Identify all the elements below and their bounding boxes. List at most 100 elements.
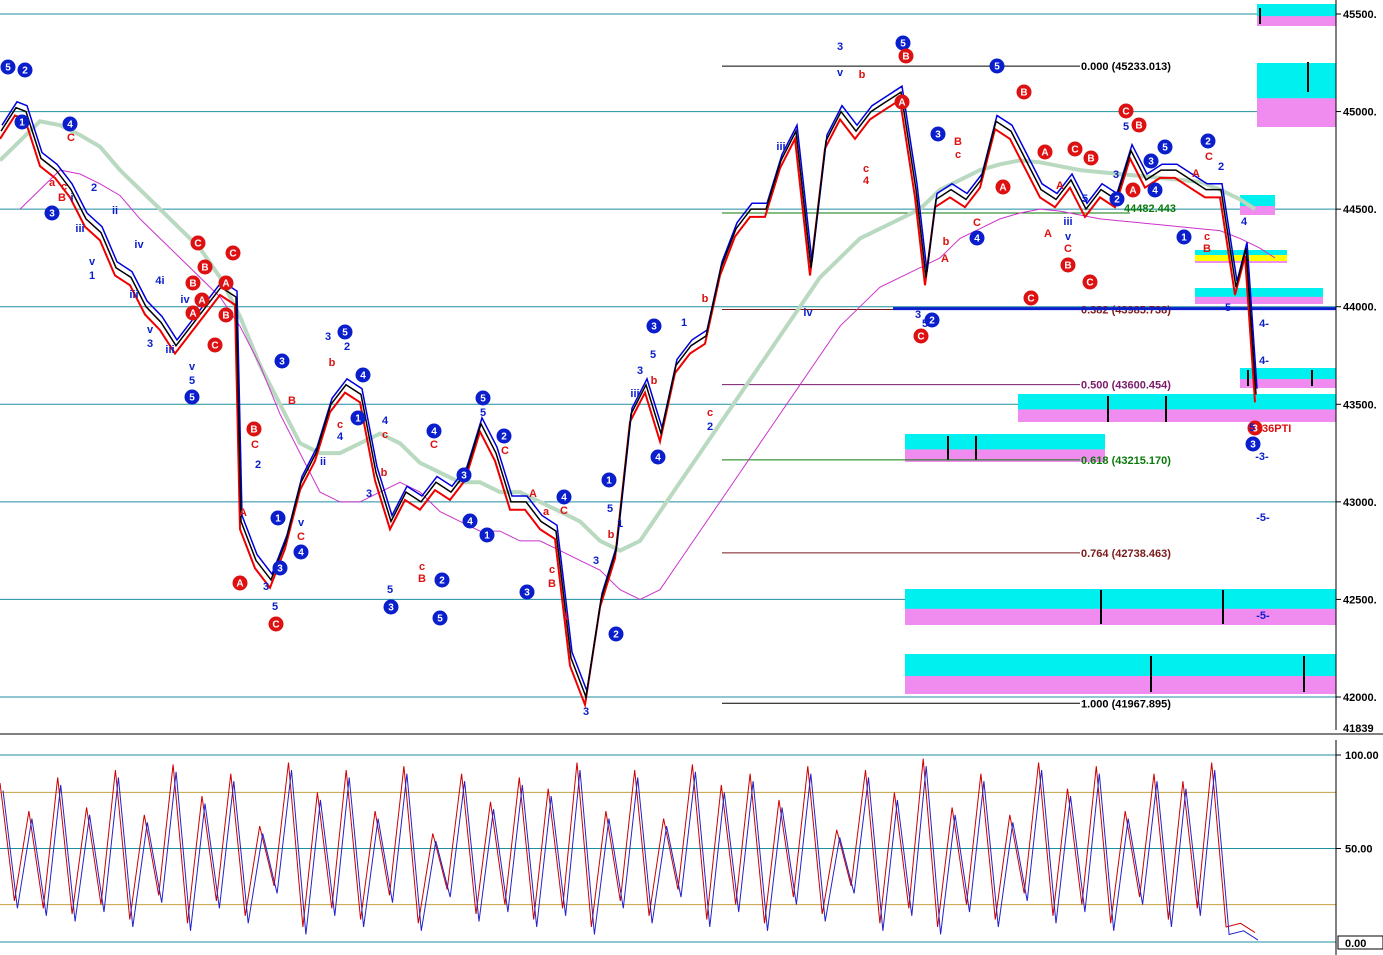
wave-label-67: v: [189, 361, 196, 373]
wave-label-49: A: [239, 507, 247, 519]
wave-label-42: v: [298, 517, 305, 529]
wave-marker-label-15: 3: [279, 357, 285, 368]
wave-label-74: A: [1056, 180, 1064, 192]
fib-label-0: 0.000 (45233.013): [1081, 61, 1171, 73]
wave-marker-circle-65: [1245, 436, 1261, 452]
wave-label-43: C: [297, 531, 305, 543]
wave-marker-label-37: 2: [613, 630, 619, 641]
wave-marker-label-27: 4: [431, 427, 437, 438]
wave-label-35: c: [382, 429, 388, 441]
wave-marker-label-39: 3: [651, 322, 657, 333]
wave-marker-label-60: A: [1129, 186, 1136, 197]
wave-marker-circle-18: [350, 410, 366, 426]
wave-marker-label-41: B: [902, 52, 909, 63]
wave-marker-label-52: C: [1071, 145, 1078, 156]
wave-marker-circle-1: [17, 62, 33, 78]
wave-label-56: iii: [75, 223, 84, 235]
wave-label-76: iii: [1063, 216, 1072, 228]
pti-label: 36PTI: [1262, 423, 1291, 435]
wave-marker-label-35: 4: [561, 493, 567, 504]
wave-marker-label-55: C: [1086, 278, 1093, 289]
wave-label-8: c: [707, 407, 713, 419]
wave-marker-label-61: 2: [1114, 195, 1120, 206]
fib-label-4: 0.764 (42738.463): [1081, 548, 1171, 560]
wave-label-22: a: [543, 506, 550, 518]
wave-marker-circle-45: [913, 328, 929, 344]
tick-label-42500: 42500.: [1343, 594, 1377, 606]
wave-marker-circle-50: [1023, 290, 1039, 306]
wave-marker-circle-60: [1125, 182, 1141, 198]
tick-label-43000: 43000.: [1343, 497, 1377, 509]
wave-label-79: 3: [1113, 169, 1119, 181]
wave-marker-label-42: A: [898, 98, 905, 109]
wave-label-40: c: [337, 419, 343, 431]
wave-marker-label-43: 3: [935, 130, 941, 141]
wave-marker-label-11: A: [189, 309, 196, 320]
wave-marker-circle-62: [1147, 182, 1163, 198]
wave-marker-label-56: C: [1122, 107, 1129, 118]
band-cyan-3: [1195, 250, 1287, 258]
wave-label-30: B: [418, 573, 426, 585]
wave-marker-label-54: B: [1064, 261, 1071, 272]
wave-label-33: b: [381, 467, 388, 479]
wave-label-34: 4: [382, 415, 389, 427]
wave-marker-label-1: 2: [22, 66, 28, 77]
price-line-blue: [1, 84, 1258, 695]
wave-label-51: B: [58, 192, 66, 204]
wave-marker-label-10: A: [198, 296, 205, 307]
wave-label-52: i: [70, 192, 73, 204]
wave-marker-label-8: B: [189, 279, 196, 290]
wave-marker-label-38: 4: [655, 453, 661, 464]
wave-marker-label-32: 1: [484, 531, 490, 542]
wave-marker-label-58: 5: [1162, 143, 1168, 154]
wave-marker-label-0: 5: [5, 63, 11, 74]
wave-label-12: 5: [650, 349, 656, 361]
wave-label-68: 5: [189, 375, 195, 387]
oscillator-series: [0, 758, 1259, 941]
wave-marker-label-49: A: [999, 183, 1006, 194]
wave-marker-label-51: A: [1041, 148, 1048, 159]
wave-label-84: 2: [1218, 161, 1224, 173]
wave-label-45: C: [251, 439, 259, 451]
wave-marker-label-63: 2: [1205, 137, 1211, 148]
wave-label-48: 5: [272, 601, 278, 613]
wave-label-19: 3: [583, 706, 589, 718]
wave-marker-circle-32: [479, 527, 495, 543]
wave-label-95: 3: [915, 309, 921, 321]
osc-zero-box: [1337, 935, 1383, 950]
wave-marker-circle-12: [218, 307, 234, 323]
wave-marker-label-44: 2: [929, 316, 935, 327]
wave-marker-label-29: 5: [480, 394, 486, 405]
wave-marker-circle-23: [293, 544, 309, 560]
wave-label-65: iii: [165, 344, 174, 356]
wave-marker-circle-20: [232, 575, 248, 591]
oscillator-line-red: [0, 758, 1256, 934]
osc-zero-label: 0.00: [1345, 938, 1366, 950]
wave-marker-label-2: 1: [19, 118, 25, 129]
wave-marker-circle-55: [1082, 274, 1098, 290]
wave-marker-circle-17: [355, 367, 371, 383]
wave-label-15: 3: [593, 555, 599, 567]
wave-label-2: b: [859, 69, 866, 81]
wave-label-69: B: [954, 136, 962, 148]
wave-label-41: ii: [320, 456, 326, 468]
wave-marker-label-40: 5: [900, 39, 906, 50]
projection-bands: [905, 4, 1336, 694]
wave-marker-label-9: A: [222, 279, 229, 290]
wave-marker-circle-59: [1143, 153, 1159, 169]
wave-marker-label-18: 1: [355, 414, 361, 425]
wave-label-77: v: [1065, 231, 1072, 243]
wave-marker-circle-5: [190, 235, 206, 251]
wave-label-16: 5: [607, 503, 613, 515]
fib-label-5: 1.000 (41967.895): [1081, 698, 1171, 710]
tick-label-45500: 45500.: [1343, 9, 1377, 21]
wave-label-85: c: [1204, 231, 1210, 243]
wave-marker-circle-33: [462, 513, 478, 529]
wave-marker-circle-42: [894, 94, 910, 110]
wave-label-94: 4-: [1259, 355, 1269, 367]
wave-marker-circle-63: [1200, 133, 1216, 149]
wave-marker-label-62: 4: [1152, 186, 1158, 197]
wave-label-87: 4: [1241, 216, 1248, 228]
wave-label-32: 3: [366, 488, 372, 500]
tick-label-44000: 44000.: [1343, 302, 1377, 314]
